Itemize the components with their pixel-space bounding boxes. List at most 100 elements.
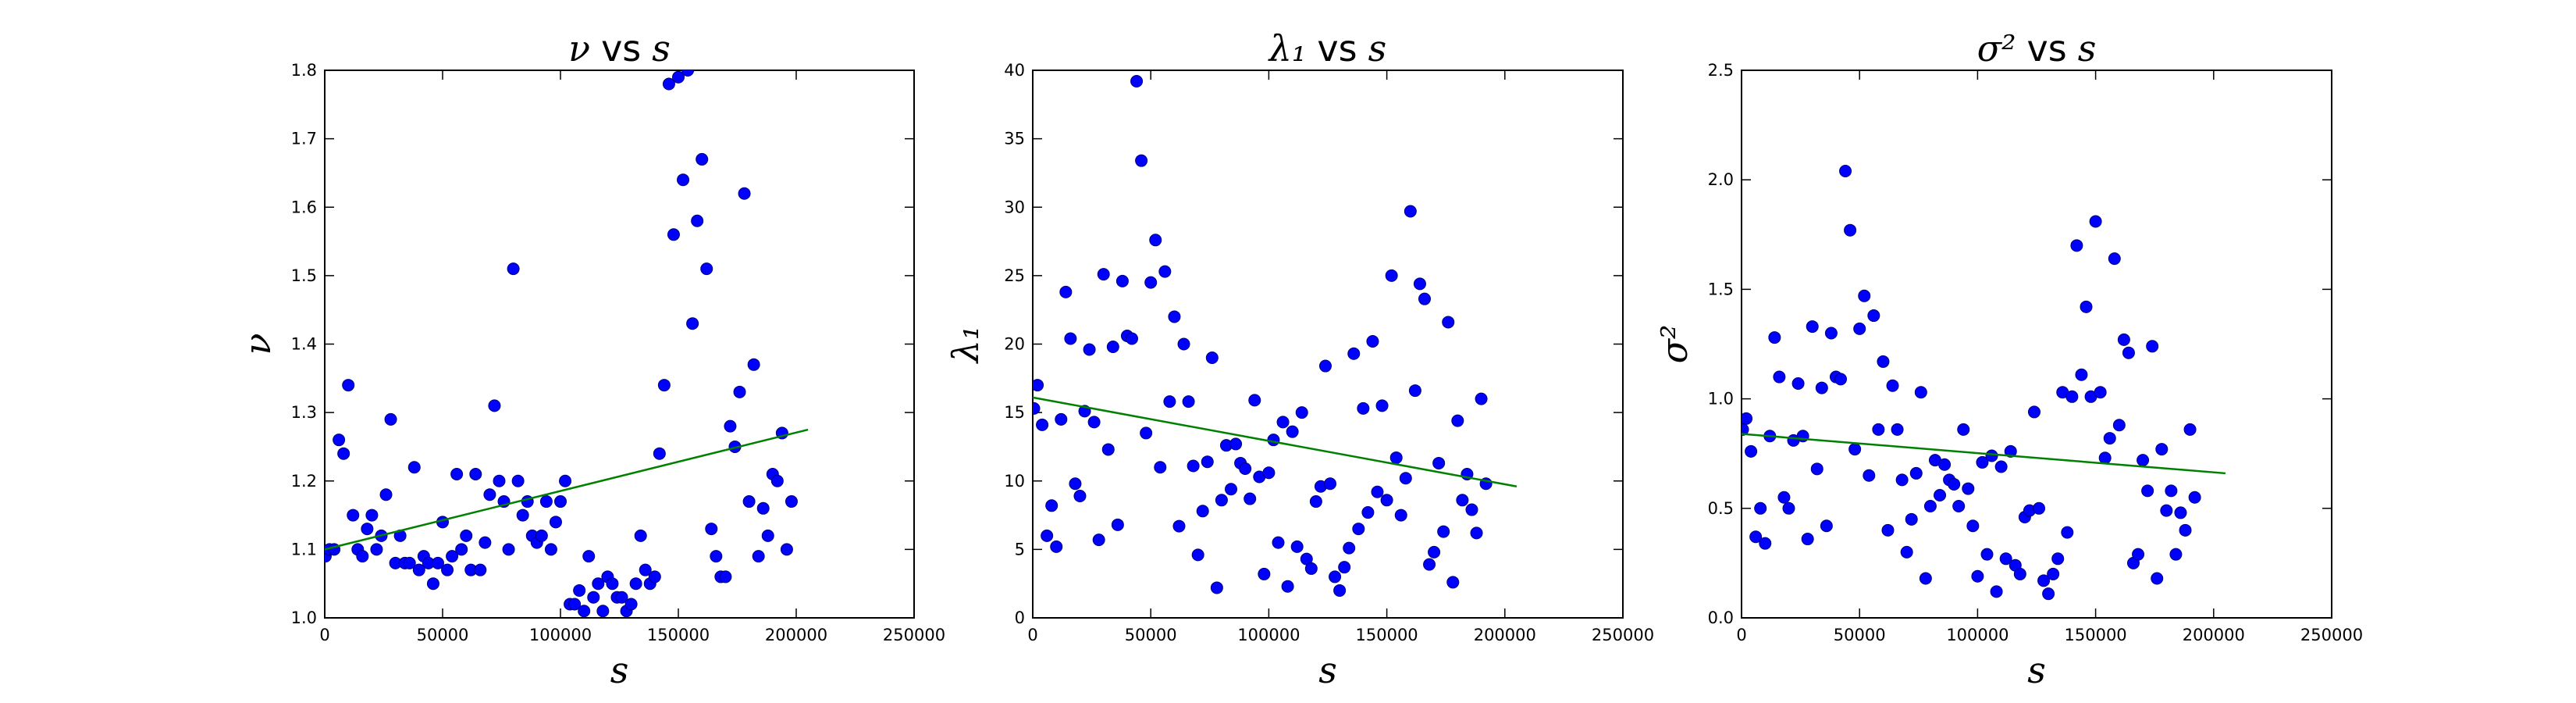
data-point	[1229, 437, 1243, 451]
data-point	[1451, 414, 1464, 427]
data-point	[1286, 425, 1299, 438]
data-points	[1033, 75, 1493, 597]
data-point	[2108, 252, 2121, 266]
data-point	[1097, 268, 1110, 281]
data-point	[384, 412, 397, 426]
data-point	[1033, 379, 1044, 392]
chart-panel-2: λ₁ vs s0 50000 100000 150000 200000 25000005101…	[945, 27, 1654, 691]
data-point	[1366, 334, 1379, 348]
data-point	[431, 556, 444, 569]
data-point	[1258, 567, 1271, 580]
data-point	[1399, 472, 1412, 485]
data-point	[1290, 540, 1304, 553]
data-point	[634, 529, 647, 542]
x-tick-label: 100000	[529, 626, 592, 644]
y-tick-label: 0.5	[1708, 499, 1734, 518]
x-tick-label: 0	[1027, 626, 1037, 644]
data-point	[412, 563, 425, 576]
data-point	[1343, 541, 1356, 555]
data-point	[629, 577, 642, 591]
data-point	[1909, 466, 1923, 480]
data-point	[1820, 519, 1833, 533]
data-point	[450, 467, 464, 480]
data-point	[1073, 490, 1087, 503]
data-point	[1215, 494, 1228, 507]
data-point	[535, 529, 548, 542]
data-point	[1389, 451, 1403, 464]
data-point	[686, 317, 699, 330]
data-point	[1140, 426, 1153, 440]
data-point	[361, 523, 374, 536]
data-point	[1839, 164, 1852, 177]
data-point	[2137, 454, 2150, 467]
data-point	[507, 262, 520, 276]
chart-title: ν vs s	[568, 27, 671, 70]
data-point	[1858, 289, 1871, 302]
data-point	[672, 70, 685, 84]
data-point	[2151, 572, 2164, 585]
data-point	[1962, 482, 1975, 495]
x-tick-label: 100000	[1237, 626, 1300, 644]
data-point	[1872, 423, 1885, 436]
data-point	[1304, 562, 1318, 575]
data-point	[2033, 501, 2046, 515]
data-point	[1324, 477, 1337, 491]
data-point	[455, 543, 468, 556]
data-point	[337, 447, 350, 460]
data-point	[2013, 567, 2026, 580]
data-point	[1361, 506, 1375, 519]
data-point	[1357, 401, 1370, 415]
data-point	[1749, 530, 1763, 544]
data-point	[1045, 499, 1059, 512]
x-tick-label: 200000	[765, 626, 827, 644]
y-tick-label: 1.6	[291, 198, 317, 216]
data-point	[606, 577, 619, 591]
data-point	[1069, 477, 1082, 491]
data-point	[2004, 444, 2017, 458]
y-tick-label: 1.4	[291, 335, 317, 354]
y-tick-label: 1.7	[291, 130, 317, 148]
x-tick-label: 50000	[1834, 626, 1886, 644]
data-point	[1371, 485, 1384, 498]
data-point	[1759, 537, 1772, 550]
data-point	[469, 467, 482, 480]
y-tick-label: 5	[1015, 540, 1025, 558]
title-vs: vs	[601, 27, 641, 70]
data-point	[747, 358, 760, 371]
data-point	[347, 509, 360, 522]
y-axis-label: λ₁	[945, 326, 987, 365]
data-point	[733, 385, 746, 398]
y-tick-label: 1.3	[291, 403, 317, 422]
title-vs: vs	[2027, 27, 2067, 70]
data-point	[1867, 309, 1880, 323]
data-point	[1333, 583, 1347, 597]
data-point	[677, 173, 690, 187]
y-tick-label: 1.8	[291, 61, 317, 80]
data-point	[1745, 444, 1758, 458]
data-point	[1432, 456, 1446, 469]
data-point	[1318, 359, 1332, 373]
data-point	[407, 461, 421, 474]
y-tick-label: 1.5	[1708, 280, 1734, 298]
x-tick-label: 200000	[1474, 626, 1536, 644]
data-point	[1168, 310, 1181, 323]
data-point	[615, 591, 628, 604]
data-point	[493, 474, 506, 487]
y-tick-label: 1.0	[1708, 390, 1734, 409]
data-point	[657, 379, 671, 392]
data-point	[479, 536, 492, 549]
data-point	[1267, 434, 1280, 447]
data-point	[1768, 331, 1781, 344]
data-point	[667, 228, 680, 241]
data-point	[1742, 412, 1753, 425]
data-point	[2132, 548, 2145, 561]
data-point	[1423, 558, 1436, 571]
data-point	[1281, 580, 1294, 593]
data-point	[1295, 406, 1308, 419]
x-tick-label: 250000	[2300, 626, 2363, 644]
data-point	[761, 529, 774, 542]
data-point	[1934, 488, 1947, 501]
data-point	[1172, 519, 1186, 533]
title-variable: s	[652, 27, 671, 70]
y-tick-label: 1.0	[291, 608, 317, 627]
